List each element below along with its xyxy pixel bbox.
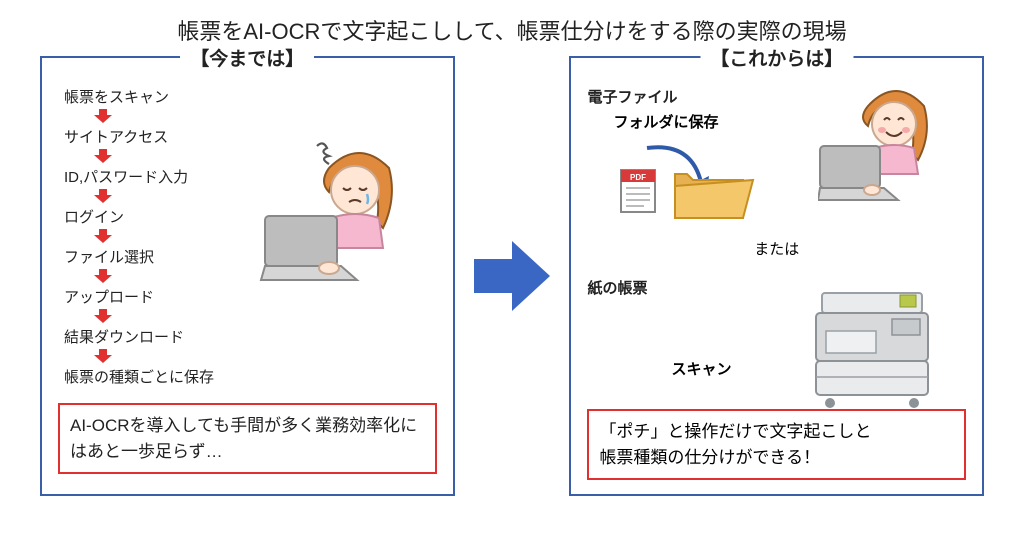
callout-after: 「ポチ」と操作だけで文字起こしと帳票種類の仕分けができる！ xyxy=(587,409,966,480)
section-paper-sub: スキャン xyxy=(671,358,731,379)
down-arrow-icon xyxy=(94,349,112,364)
panel-after: 【これからは】 電子ファイル フォルダに保存 PDF xyxy=(569,56,984,496)
callout-before: AI-OCRを導入しても手間が多く業務効率化にはあと一歩足らず… xyxy=(58,403,437,474)
down-arrow-icon xyxy=(94,189,112,204)
down-arrow-icon xyxy=(94,229,112,244)
down-arrow-icon xyxy=(94,309,112,324)
callout-p3: と xyxy=(854,422,871,441)
or-divider: または xyxy=(587,238,966,259)
callout-p1: 「ポチ」と操作だけで xyxy=(599,422,769,441)
step-item: ログイン xyxy=(64,206,124,227)
down-arrow-icon xyxy=(94,149,112,164)
step-item: アップロード xyxy=(64,286,154,307)
panel-after-header: 【これからは】 xyxy=(700,44,853,71)
callout-p4: 帳票種類の仕分け xyxy=(599,448,735,467)
scanner-illustration xyxy=(802,283,952,413)
step-item: 帳票の種類ごとに保存 xyxy=(64,366,214,387)
svg-text:PDF: PDF xyxy=(630,173,646,182)
panel-before-header: 【今までは】 xyxy=(180,44,314,71)
down-arrow-icon xyxy=(94,109,112,124)
callout-prefix: AI-OCR xyxy=(70,416,130,435)
panel-before: 【今までは】 帳票をスキャン サイトアクセス ID,パスワード入力 ログイン フ… xyxy=(40,56,455,496)
step-item: ID,パスワード入力 xyxy=(64,166,188,187)
illustration-happy-worker xyxy=(818,80,968,210)
callout-p5: ができる！ xyxy=(735,448,820,467)
callout-p2: 文字起こし xyxy=(769,422,854,441)
page-title: 帳票をAI-OCRで文字起こしして、帳票仕分けをする際の実際の現場 xyxy=(0,0,1024,56)
step-item: サイトアクセス xyxy=(64,126,168,147)
down-arrow-icon xyxy=(94,269,112,284)
step-item: 帳票をスキャン xyxy=(64,86,169,107)
transition-arrow-icon xyxy=(473,56,552,496)
illustration-tired-worker xyxy=(259,138,439,288)
comparison-row: 【今までは】 帳票をスキャン サイトアクセス ID,パスワード入力 ログイン フ… xyxy=(0,56,1024,496)
step-item: ファイル選択 xyxy=(64,246,154,267)
step-item: 結果ダウンロード xyxy=(64,326,184,347)
